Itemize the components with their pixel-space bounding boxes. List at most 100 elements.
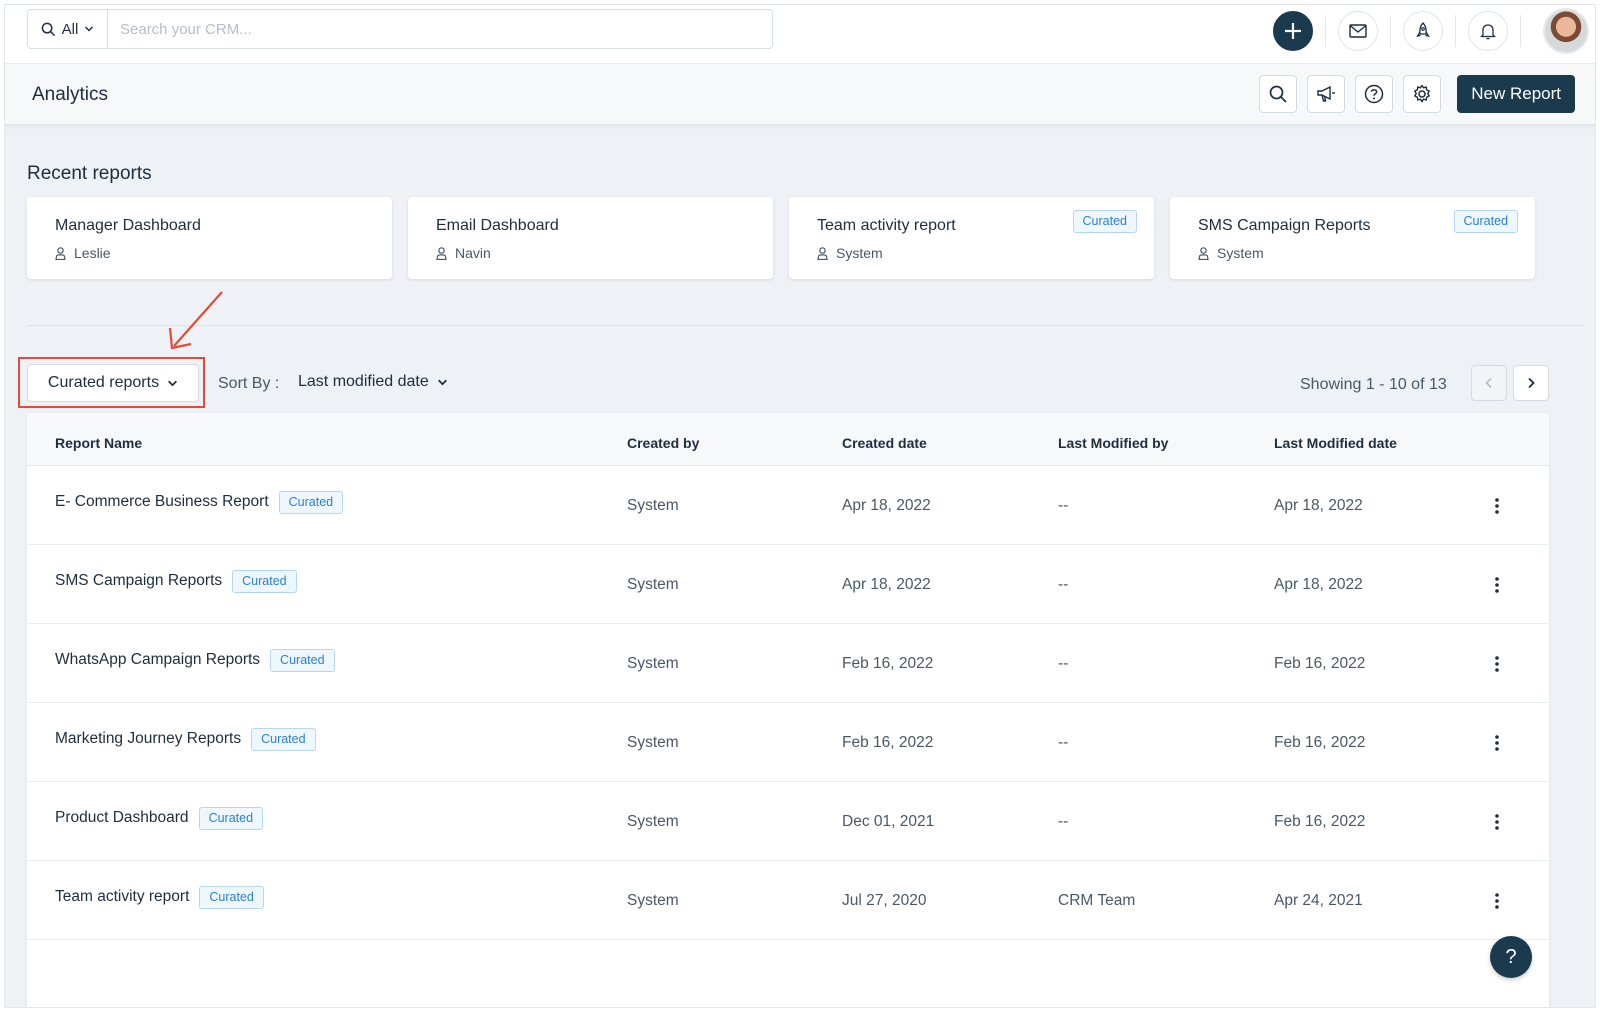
toolbar-divider xyxy=(1390,15,1391,47)
app-frame: All Analytics xyxy=(4,4,1596,1008)
mail-icon xyxy=(1349,24,1367,38)
report-name-cell: Product Dashboard Curated xyxy=(55,807,264,830)
recent-report-card[interactable]: Email Dashboard Navin xyxy=(408,197,773,279)
row-actions-button[interactable] xyxy=(1485,731,1509,755)
annotation-arrow xyxy=(168,291,223,350)
curated-badge: Curated xyxy=(232,570,297,593)
table-row[interactable]: Product Dashboard Curated System Dec 01,… xyxy=(27,782,1549,861)
more-vertical-icon xyxy=(1495,893,1499,909)
user-icon xyxy=(55,246,66,260)
header-actions: New Report xyxy=(1259,75,1575,113)
user-icon xyxy=(1198,246,1209,260)
created-by-cell: System xyxy=(627,655,679,672)
curated-badge: Curated xyxy=(278,491,344,514)
table-row[interactable]: Team activity report Curated System Jul … xyxy=(27,861,1549,940)
rocket-button[interactable] xyxy=(1403,11,1443,51)
created-date-cell: Jul 27, 2020 xyxy=(842,892,927,909)
search-icon xyxy=(1269,85,1287,103)
notifications-button[interactable] xyxy=(1468,11,1508,51)
curated-badge: Curated xyxy=(270,649,335,672)
report-name-cell: Team activity report Curated xyxy=(55,886,264,909)
table-header: Report Name Created by Created date Last… xyxy=(27,413,1549,466)
search-button[interactable] xyxy=(1259,75,1298,113)
last-modified-date-cell: Feb 16, 2022 xyxy=(1274,734,1366,751)
toolbar-divider xyxy=(1455,15,1456,47)
user-avatar[interactable] xyxy=(1543,8,1589,54)
report-name[interactable]: WhatsApp Campaign Reports xyxy=(55,651,261,669)
chevron-down-icon xyxy=(85,26,94,32)
sort-by-value: Last modified date xyxy=(298,373,429,390)
row-actions-button[interactable] xyxy=(1485,889,1509,913)
report-name[interactable]: SMS Campaign Reports xyxy=(55,572,223,590)
last-modified-date-cell: Apr 18, 2022 xyxy=(1274,497,1363,514)
mail-button[interactable] xyxy=(1338,11,1378,51)
card-owner: System xyxy=(1198,245,1264,261)
column-header-last-modified-by[interactable]: Last Modified by xyxy=(1058,435,1169,451)
last-modified-date-cell: Apr 24, 2021 xyxy=(1274,892,1363,909)
gear-icon xyxy=(1414,84,1431,103)
create-button[interactable] xyxy=(1273,11,1313,51)
recent-reports-list: Manager Dashboard Leslie Email Dashboard… xyxy=(27,197,1535,279)
row-actions-button[interactable] xyxy=(1485,652,1509,676)
row-actions-button[interactable] xyxy=(1485,573,1509,597)
more-vertical-icon xyxy=(1495,577,1499,593)
previous-page-button[interactable] xyxy=(1471,365,1507,401)
curated-badge: Curated xyxy=(199,886,264,909)
last-modified-by-cell: -- xyxy=(1058,813,1069,830)
reports-table: Report Name Created by Created date Last… xyxy=(27,413,1549,1007)
chevron-left-icon xyxy=(1485,377,1492,389)
search-scope-dropdown[interactable]: All xyxy=(28,10,108,48)
new-report-button[interactable]: New Report xyxy=(1457,75,1575,113)
card-owner: Navin xyxy=(436,245,491,261)
recent-report-card[interactable]: SMS Campaign Reports Curated System xyxy=(1170,197,1535,279)
row-actions-button[interactable] xyxy=(1485,810,1509,834)
column-header-created-date[interactable]: Created date xyxy=(842,435,927,451)
recent-report-card[interactable]: Manager Dashboard Leslie xyxy=(27,197,392,279)
search-input[interactable] xyxy=(108,10,772,48)
bell-icon xyxy=(1480,24,1496,40)
report-name-cell: Marketing Journey Reports Curated xyxy=(55,728,316,751)
announcements-button[interactable] xyxy=(1307,75,1346,113)
sort-by-dropdown[interactable]: Last modified date xyxy=(298,373,448,391)
column-header-report-name[interactable]: Report Name xyxy=(55,435,143,451)
table-row[interactable]: Marketing Journey Reports Curated System… xyxy=(27,703,1549,782)
search-icon xyxy=(41,22,55,36)
card-owner-name: System xyxy=(836,245,883,261)
user-icon xyxy=(436,246,447,260)
table-row[interactable]: WhatsApp Campaign Reports Curated System… xyxy=(27,624,1549,703)
report-name-cell: E- Commerce Business Report Curated xyxy=(55,491,344,514)
help-button[interactable] xyxy=(1355,75,1394,113)
card-title: SMS Campaign Reports xyxy=(1198,217,1371,234)
top-bar: All xyxy=(5,5,1595,63)
card-owner: System xyxy=(817,245,883,261)
last-modified-by-cell: CRM Team xyxy=(1058,892,1136,909)
report-name[interactable]: Product Dashboard xyxy=(55,809,189,827)
user-icon xyxy=(817,246,828,260)
column-header-created-by[interactable]: Created by xyxy=(627,435,700,451)
row-actions-button[interactable] xyxy=(1485,494,1509,518)
settings-button[interactable] xyxy=(1403,75,1442,113)
report-filter-dropdown[interactable]: Curated reports xyxy=(27,364,199,402)
report-name[interactable]: E- Commerce Business Report xyxy=(55,493,269,511)
toolbar-divider xyxy=(1325,15,1326,47)
help-icon xyxy=(1364,84,1384,104)
created-date-cell: Apr 18, 2022 xyxy=(842,497,931,514)
more-vertical-icon xyxy=(1495,498,1499,514)
card-owner: Leslie xyxy=(55,245,111,261)
created-date-cell: Apr 18, 2022 xyxy=(842,576,931,593)
table-row[interactable]: E- Commerce Business Report Curated Syst… xyxy=(27,466,1549,545)
curated-badge: Curated xyxy=(198,807,264,830)
help-chat-button[interactable]: ? xyxy=(1490,936,1532,978)
report-name[interactable]: Marketing Journey Reports xyxy=(55,730,242,748)
top-bar-actions xyxy=(1273,8,1595,54)
table-row[interactable]: SMS Campaign Reports Curated System Apr … xyxy=(27,545,1549,624)
pagination-summary: Showing 1 - 10 of 13 xyxy=(1300,376,1447,393)
next-page-button[interactable] xyxy=(1513,365,1549,401)
rocket-icon xyxy=(1416,22,1430,37)
card-owner-name: System xyxy=(1217,245,1264,261)
curated-badge: Curated xyxy=(1453,210,1518,233)
report-name[interactable]: Team activity report xyxy=(55,888,190,906)
recent-report-card[interactable]: Team activity report Curated System xyxy=(789,197,1154,279)
created-by-cell: System xyxy=(627,734,679,751)
column-header-last-modified-date[interactable]: Last Modified date xyxy=(1274,435,1397,451)
